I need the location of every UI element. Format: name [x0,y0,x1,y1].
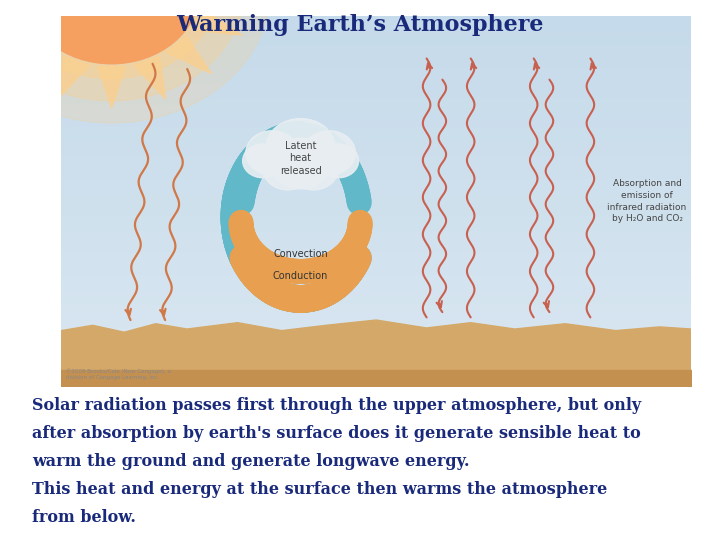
Bar [61,208,691,216]
Bar [61,31,691,38]
Bar [61,312,691,320]
Polygon shape [0,0,20,2]
Bar [61,327,691,334]
Polygon shape [166,36,212,73]
Bar [61,112,691,120]
Bar [61,60,691,68]
Text: Latent
heat
released: Latent heat released [280,141,321,176]
Bar [61,216,691,224]
Bar [61,194,691,201]
Circle shape [246,131,299,175]
Circle shape [24,0,199,64]
Bar [61,24,691,31]
Circle shape [263,147,313,190]
Circle shape [288,147,338,190]
Bar [61,260,691,268]
Bar [61,372,691,379]
Bar [61,320,691,327]
Bar [61,342,691,349]
Bar [61,305,691,312]
Circle shape [302,131,356,175]
Circle shape [6,0,217,78]
Bar [61,157,691,164]
Bar [61,275,691,282]
Bar [61,142,691,150]
Bar [61,253,691,260]
Bar [61,290,691,298]
Bar [61,120,691,127]
Bar [61,76,691,83]
Text: Warming Earth’s Atmosphere: Warming Earth’s Atmosphere [176,14,544,36]
Polygon shape [203,0,253,2]
Text: Solar radiation passes first through the upper atmosphere, but only: Solar radiation passes first through the… [32,397,642,414]
Circle shape [266,119,336,177]
Bar [61,164,691,172]
Bar [61,349,691,356]
Bar [61,98,691,105]
Circle shape [318,144,359,178]
Bar [61,334,691,342]
Text: Conduction: Conduction [273,271,328,281]
Text: This heat and energy at the surface then warms the atmosphere: This heat and energy at the surface then… [32,481,608,498]
Bar [61,90,691,98]
Bar [61,46,691,53]
Polygon shape [134,56,166,99]
Text: ©2009 Brooks/Cole (Now Cengage), a
division of Cengage Learning, Inc.: ©2009 Brooks/Cole (Now Cengage), a divis… [66,368,171,380]
Polygon shape [58,56,89,99]
Text: Convection: Convection [273,249,328,259]
Bar [61,186,691,194]
Text: Absorption and
emission of
infrared radiation
by H₂O and CO₂: Absorption and emission of infrared radi… [608,179,687,224]
Bar [61,379,691,386]
Bar [61,364,691,372]
Bar [61,127,691,134]
Bar [61,201,691,208]
Bar [61,356,691,364]
Bar [61,83,691,90]
Circle shape [243,144,283,178]
Polygon shape [98,66,125,108]
Bar [61,53,691,60]
Bar [61,224,691,231]
Bar [61,105,691,112]
Bar [61,172,691,179]
Circle shape [270,138,330,189]
Bar [61,238,691,246]
Text: after absorption by earth's surface does it generate sensible heat to: after absorption by earth's surface does… [32,425,641,442]
Circle shape [0,0,244,101]
Bar [61,68,691,76]
Polygon shape [61,320,691,386]
Bar [61,134,691,142]
Bar [61,231,691,238]
Polygon shape [191,9,242,35]
Bar [61,268,691,275]
Bar [61,150,691,157]
Bar [61,179,691,186]
Bar [61,282,691,290]
Bar [61,16,691,24]
Bar [61,38,691,46]
Bar [61,298,691,305]
Circle shape [0,0,271,123]
Text: from below.: from below. [32,509,136,526]
Polygon shape [0,9,32,35]
Bar [61,246,691,253]
Text: warm the ground and generate longwave energy.: warm the ground and generate longwave en… [32,453,470,470]
Polygon shape [12,36,57,73]
